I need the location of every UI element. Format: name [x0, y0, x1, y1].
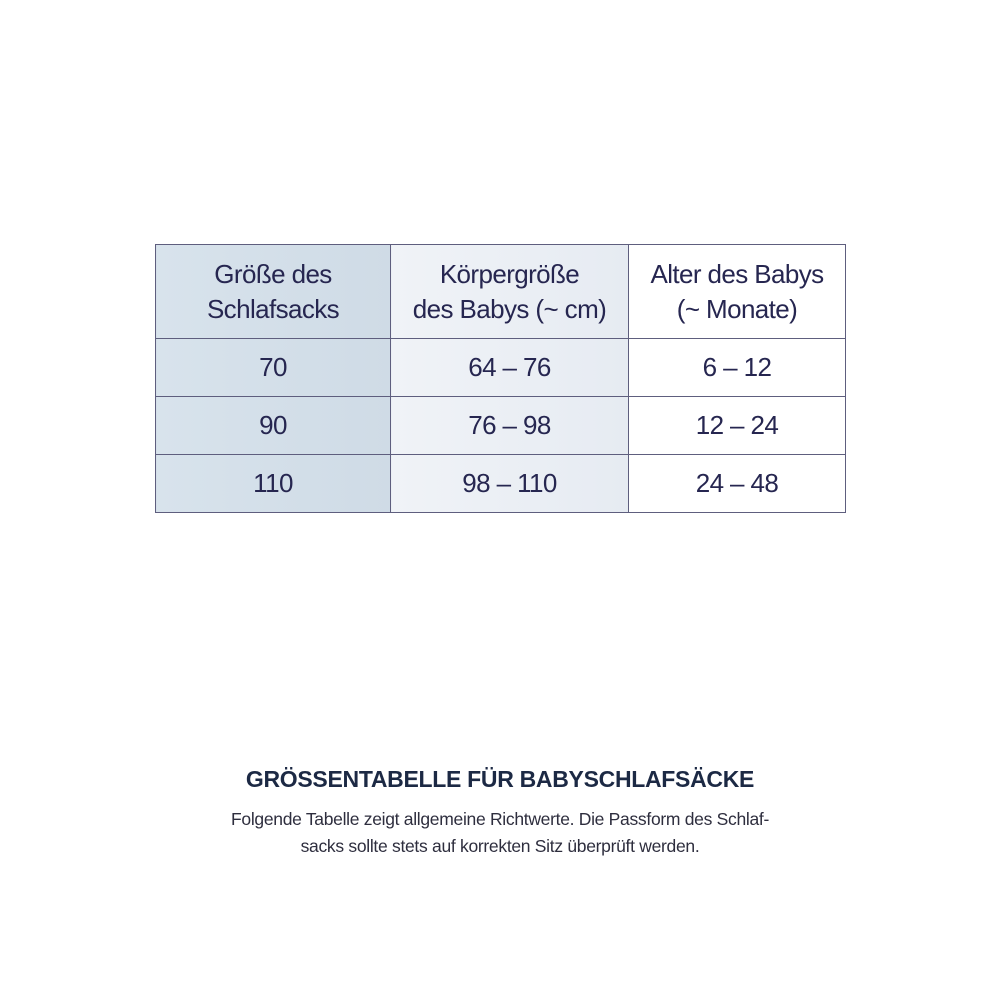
header-line: (~ Monate): [676, 293, 798, 324]
caption-title: GRÖSSENTABELLE FÜR BABYSCHLAFSÄCKE: [245, 766, 755, 792]
table-cell: 24 – 48: [628, 454, 846, 513]
table-cell: 98 – 110: [390, 454, 629, 513]
caption-description: Folgende Tabelle zeigt allgemeine Richtw…: [150, 806, 850, 860]
table-row: 70 64 – 76 6 – 12: [155, 338, 846, 397]
header-cell: Größe des Schlafsacks: [155, 244, 391, 339]
header-cell: Alter des Babys (~ Monate): [628, 244, 846, 339]
header-line: Körpergröße: [439, 258, 580, 289]
table-cell: 6 – 12: [628, 338, 846, 397]
table-cell: 90: [155, 396, 391, 455]
table-cell: 70: [155, 338, 391, 397]
size-table: Größe des Schlafsacks Körpergröße des Baby…: [155, 244, 846, 513]
header-cell: Körpergröße des Babys (~ cm): [390, 244, 629, 339]
header-line: Schlafsacks: [206, 293, 340, 324]
table-cell: 110: [155, 454, 391, 513]
caption-line: Folgende Tabelle zeigt allgemeine Richtw…: [231, 809, 769, 829]
table-row: 110 98 – 110 24 – 48: [155, 454, 846, 513]
header-line: Größe des: [214, 258, 332, 289]
caption-line: sacks sollte stets auf korrekten Sitz üb…: [300, 836, 700, 856]
table-cell: 76 – 98: [390, 396, 629, 455]
table-cell: 64 – 76: [390, 338, 629, 397]
table-row: 90 76 – 98 12 – 24: [155, 396, 846, 455]
header-line: Alter des Babys: [650, 258, 824, 289]
table-header-row: Größe des Schlafsacks Körpergröße des Baby…: [155, 244, 846, 339]
table-cell: 12 – 24: [628, 396, 846, 455]
header-line: des Babys (~ cm): [412, 293, 607, 324]
